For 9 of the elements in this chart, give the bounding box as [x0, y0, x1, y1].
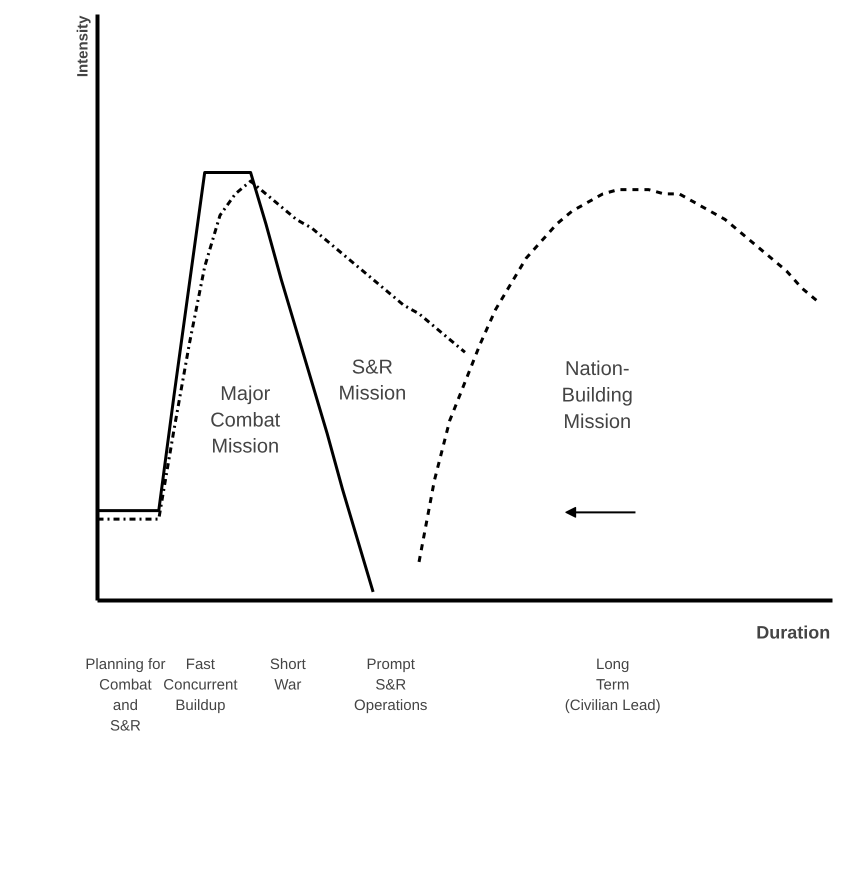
- text: Intensity: [74, 14, 92, 78]
- annotation: Nation- Building Mission: [562, 358, 633, 433]
- text: Planning for Combat and S&R: [85, 656, 166, 734]
- annotation: Major Combat Mission: [210, 382, 281, 458]
- text: Short War: [270, 656, 307, 694]
- annotation: S&R Mission: [338, 356, 406, 405]
- x-axis-title: Duration: [756, 622, 830, 643]
- text: Long Term (Civilian Lead): [564, 656, 661, 714]
- text: Prompt S&R Operations: [354, 656, 428, 714]
